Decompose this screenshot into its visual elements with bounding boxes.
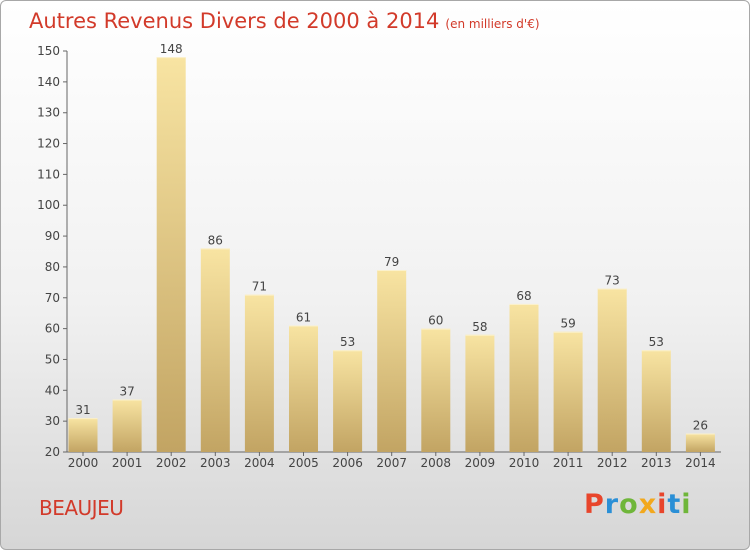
- bars: 31 37 148 86 71 61 53 79 60 58 68 59 73 53 26: [68, 42, 715, 453]
- x-tick-label: 2009: [465, 456, 496, 470]
- bar-value-label: 60: [428, 314, 443, 328]
- bar-value-label: 68: [516, 289, 531, 303]
- bar-value-label: 148: [160, 42, 183, 56]
- logo-letter: P: [584, 489, 605, 520]
- logo-letter: i: [657, 489, 668, 520]
- x-tick-label: 2011: [553, 456, 584, 470]
- bar: [289, 325, 318, 452]
- x-tick-label: 2013: [641, 456, 672, 470]
- title-unit: (en milliers d'€): [445, 17, 540, 31]
- bar: [200, 248, 230, 452]
- x-tick-label: 2008: [421, 456, 452, 470]
- bar-value-label: 61: [296, 311, 311, 325]
- x-tick-label: 2005: [288, 456, 319, 470]
- bar: [509, 303, 539, 452]
- y-tick-label: 70: [45, 291, 60, 305]
- y-tick-label: 30: [45, 414, 60, 428]
- bar: [377, 270, 407, 452]
- bar: [597, 288, 627, 452]
- logo-letter: x: [638, 489, 658, 520]
- proxiti-logo: Proxiti: [584, 489, 692, 520]
- logo-letter: r: [604, 489, 620, 520]
- y-tick-label: 130: [37, 106, 60, 120]
- x-tick-label: 2001: [112, 456, 143, 470]
- bar: [641, 350, 671, 452]
- y-tick-label: 120: [37, 137, 60, 151]
- bar: [68, 418, 98, 452]
- bar: [421, 328, 451, 452]
- x-tick-label: 2012: [597, 456, 628, 470]
- bar-value-label: 73: [605, 274, 620, 288]
- x-tick-label: 2004: [244, 456, 275, 470]
- x-tick-label: 2006: [332, 456, 363, 470]
- bar: [333, 350, 363, 452]
- y-tick-label: 100: [37, 198, 60, 212]
- y-tick-label: 110: [37, 167, 60, 181]
- bar-value-label: 53: [649, 335, 664, 349]
- x-tick-label: 2007: [376, 456, 407, 470]
- bar: [156, 57, 186, 453]
- y-tick-label: 90: [45, 229, 60, 243]
- bar-value-label: 86: [208, 233, 223, 247]
- place-name: BEAUJEU: [39, 496, 124, 520]
- bar-value-label: 37: [119, 385, 134, 399]
- bar-value-label: 71: [252, 280, 267, 294]
- bar: [244, 294, 274, 452]
- x-tick-label: 2003: [200, 456, 231, 470]
- x-tick-label: 2000: [68, 456, 99, 470]
- y-tick-label: 20: [45, 445, 60, 459]
- bar: [112, 399, 142, 452]
- x-tick-label: 2014: [685, 456, 716, 470]
- bar-value-label: 53: [340, 335, 355, 349]
- chart-title: Autres Revenus Divers de 2000 à 2014 (en …: [29, 9, 540, 33]
- logo-letter: o: [619, 489, 639, 520]
- bar-value-label: 26: [693, 418, 708, 432]
- bar-value-label: 79: [384, 255, 399, 269]
- logo-letter: t: [667, 489, 682, 520]
- bar: [685, 433, 715, 452]
- x-tick-label: 2002: [156, 456, 187, 470]
- bar: [553, 331, 583, 452]
- logo-letter: i: [681, 489, 692, 520]
- y-tick-label: 80: [45, 260, 60, 274]
- x-tick-label: 2010: [509, 456, 540, 470]
- y-tick-label: 50: [45, 352, 60, 366]
- y-tick-label: 140: [37, 75, 60, 89]
- y-tick-label: 60: [45, 322, 60, 336]
- y-tick-label: 150: [37, 44, 60, 58]
- axes: 20 30 40 50 60 70 80 90 100 110 120 130 140 150 2000 20…: [37, 44, 721, 470]
- title-main: Autres Revenus Divers de 2000 à 2014: [29, 9, 440, 33]
- bar-value-label: 58: [472, 320, 487, 334]
- y-tick-label: 40: [45, 383, 60, 397]
- bar-value-label: 31: [75, 403, 90, 417]
- bar-value-label: 59: [560, 317, 575, 331]
- bar: [465, 334, 495, 452]
